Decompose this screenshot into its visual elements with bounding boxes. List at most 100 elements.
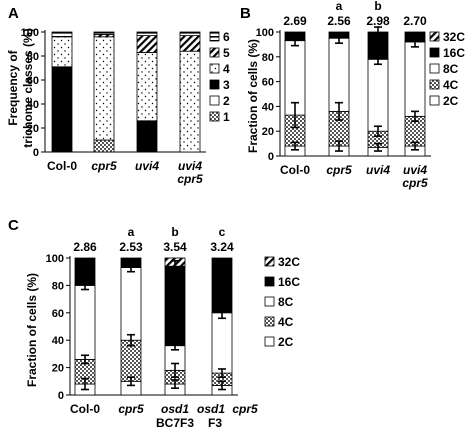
panel-a-cat-uvi4-cpr5-line2: cpr5 <box>177 172 203 186</box>
panel-b-significance-letter-2: b <box>374 0 381 13</box>
panel-b-ytick-label-60: 60 <box>262 77 274 89</box>
panel-c-cat-col0: Col-0 <box>70 402 100 416</box>
panel-c-legend-swatch-2c <box>264 336 275 347</box>
panel-c-legend-label-16c: 16C <box>278 275 300 289</box>
panel-a-legend-swatch-3 <box>209 79 220 90</box>
panel-a-bar-2-seg-5 <box>136 35 158 53</box>
panel-c-bar-3-seg-16c <box>211 257 233 314</box>
panel-c-bar-1-seg-8c <box>120 267 142 341</box>
panel-b-legend-swatch-32c <box>429 31 440 42</box>
panel-a-cat-cpr5: cpr5 <box>91 159 117 173</box>
panel-c-cat-osd1: osd1 <box>161 402 189 416</box>
panel-b-mean-ploidy-1: 2.56 <box>327 14 351 28</box>
panel-c-mean-ploidy-2: 3.54 <box>163 240 187 254</box>
panel-a-legend-swatch-2 <box>209 95 220 106</box>
panel-c-significance-letter-1: a <box>128 225 135 239</box>
panel-a-axes: 0 20 40 60 80 100 <box>21 27 206 159</box>
panel-a-legend-label-2: 2 <box>223 94 230 108</box>
panel-a-legend-label-6: 6 <box>223 30 230 44</box>
panel-b-legend-label-4c: 4C <box>443 78 459 92</box>
panel-c-legend-swatch-4c <box>264 316 275 327</box>
panel-a-cat-col0: Col-0 <box>47 159 77 173</box>
panel-c-mean-ploidy-1: 2.53 <box>119 240 143 254</box>
panel-a-bar-3-seg-5 <box>179 35 201 52</box>
panel-a-legend-label-4: 4 <box>223 62 230 76</box>
panel-c-legend-label-4c: 4C <box>278 315 294 329</box>
panel-a-legend-swatch-1 <box>209 111 220 122</box>
panel-b-legend-label-16c: 16C <box>443 46 465 60</box>
panel-c-ylabel: Fraction of cells (%) <box>25 273 39 387</box>
panel-c-ytick-label-40: 40 <box>52 335 64 347</box>
panel-c-legend-swatch-8c <box>264 296 275 307</box>
panel-a-legend-label-1: 1 <box>223 110 230 124</box>
panel-b-legend-swatch-16c <box>429 47 440 58</box>
panel-c-bar-2-seg-16c <box>164 265 186 347</box>
panel-b-legend-label-2c: 2C <box>443 94 459 108</box>
panel-c-cat-osd1cpr5-cpr5: cpr5 <box>232 402 258 416</box>
panel-a-bar-2-seg-6 <box>136 31 158 36</box>
panel-b-legend-label-32c: 32C <box>443 30 465 44</box>
panel-c-annotations: 2.86 2.53a 3.54b 3.24c <box>73 225 234 254</box>
panel-a: A Frequency of trichome classes (%) 0 20 4… <box>6 5 230 186</box>
panel-a-ytick-label-20: 20 <box>27 123 39 135</box>
panel-b-mean-ploidy-2: 2.98 <box>366 14 390 28</box>
panel-c-ytick-label-80: 80 <box>52 280 64 292</box>
panel-c-legend-swatch-32c <box>264 256 275 267</box>
panel-b-cat-cpr5: cpr5 <box>326 163 352 177</box>
panel-a-bar-3-seg-6 <box>179 31 201 36</box>
panel-b-bars <box>284 26 426 157</box>
panel-c-mean-ploidy-0: 2.86 <box>73 240 97 254</box>
panel-a-bar-3-seg-4 <box>179 50 201 153</box>
panel-c-cat-cpr5: cpr5 <box>118 402 144 416</box>
panel-c-bar-0-seg-8c <box>74 284 96 360</box>
panel-a-bar-2-seg-4 <box>136 52 158 122</box>
panel-a-legend-label-5: 5 <box>223 46 230 60</box>
panel-a-bar-0-seg-3 <box>51 66 73 153</box>
panel-a-ytick-label-100: 100 <box>21 27 39 39</box>
panel-c-bars <box>74 257 233 396</box>
panel-c-cat-f3: F3 <box>208 416 222 430</box>
panel-c-ytick-label-100: 100 <box>46 253 64 265</box>
panel-b-cat-uvi4: uvi4 <box>366 163 390 177</box>
panel-b-legend: 32C 16C 8C 4C 2C <box>429 30 465 108</box>
panel-b-mean-ploidy-0: 2.69 <box>283 14 307 28</box>
panel-a-ytick-label-80: 80 <box>27 51 39 63</box>
panel-b-legend-label-8c: 8C <box>443 62 459 76</box>
panel-b-legend-swatch-4c <box>429 79 440 90</box>
panel-c-mean-ploidy-3: 3.24 <box>210 240 234 254</box>
panel-b-significance-letter-1: a <box>336 0 343 13</box>
panel-a-bar-0-seg-6 <box>51 31 73 38</box>
panel-c-significance-letter-3: c <box>219 225 226 239</box>
panel-a-cat-uvi4-cpr5-line1: uvi4 <box>178 159 202 173</box>
panel-b-cat-uvi4-cpr5-line2: cpr5 <box>402 176 428 190</box>
panel-c-axes: 0 20 40 60 80 100 <box>46 253 238 402</box>
panel-a-bar-2-seg-3 <box>136 120 158 153</box>
panel-c-letter: C <box>8 217 19 234</box>
panel-a-legend-swatch-4 <box>209 63 220 74</box>
panel-b-ylabel: Fraction of cells (%) <box>246 39 260 153</box>
panel-a-bar-1-seg-4 <box>93 36 115 141</box>
panel-b-ytick-label-0: 0 <box>268 151 274 163</box>
panel-b-ytick-label-20: 20 <box>262 126 274 138</box>
panel-a-ytick-label-60: 60 <box>27 75 39 87</box>
panel-c-legend-label-8c: 8C <box>278 295 294 309</box>
panel-a-bar-1-seg-1 <box>93 139 115 153</box>
panel-b-bar-3-seg-8c <box>404 41 426 117</box>
panel-c-ytick-label-0: 0 <box>58 390 64 402</box>
panel-a-letter: A <box>8 5 19 22</box>
panel-a-bar-1-seg-6 <box>93 31 115 35</box>
panel-a-ytick-label-0: 0 <box>33 147 39 159</box>
panel-c-ytick-label-20: 20 <box>52 363 64 375</box>
panel-b-ytick-label-100: 100 <box>256 27 274 39</box>
panel-c-cat-bc7f3: BC7F3 <box>156 416 194 430</box>
panel-b-bar-1-seg-8c <box>328 37 350 112</box>
panel-c-legend: 32C 16C 8C 4C 2C <box>264 255 300 349</box>
panel-c: C Fraction of cells (%) 0 20 40 60 80 100 2.8… <box>8 217 300 430</box>
panel-c-ytick-label-60: 60 <box>52 308 64 320</box>
panel-b: B Fraction of cells (%) 0 20 40 60 80 100 2.6… <box>240 0 465 190</box>
panel-c-significance-letter-2: b <box>171 225 178 239</box>
panel-a-legend-swatch-5 <box>209 47 220 58</box>
panel-a-legend-label-3: 3 <box>223 78 230 92</box>
panel-b-annotations: 2.69 2.56a 2.98b 2.70 <box>283 0 427 28</box>
panel-c-cat-osd1cpr5-osd1: osd1 <box>197 402 225 416</box>
